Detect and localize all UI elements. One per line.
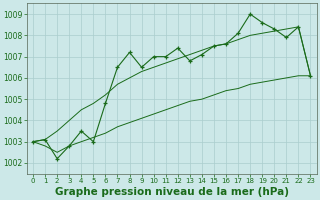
X-axis label: Graphe pression niveau de la mer (hPa): Graphe pression niveau de la mer (hPa) — [55, 187, 289, 197]
